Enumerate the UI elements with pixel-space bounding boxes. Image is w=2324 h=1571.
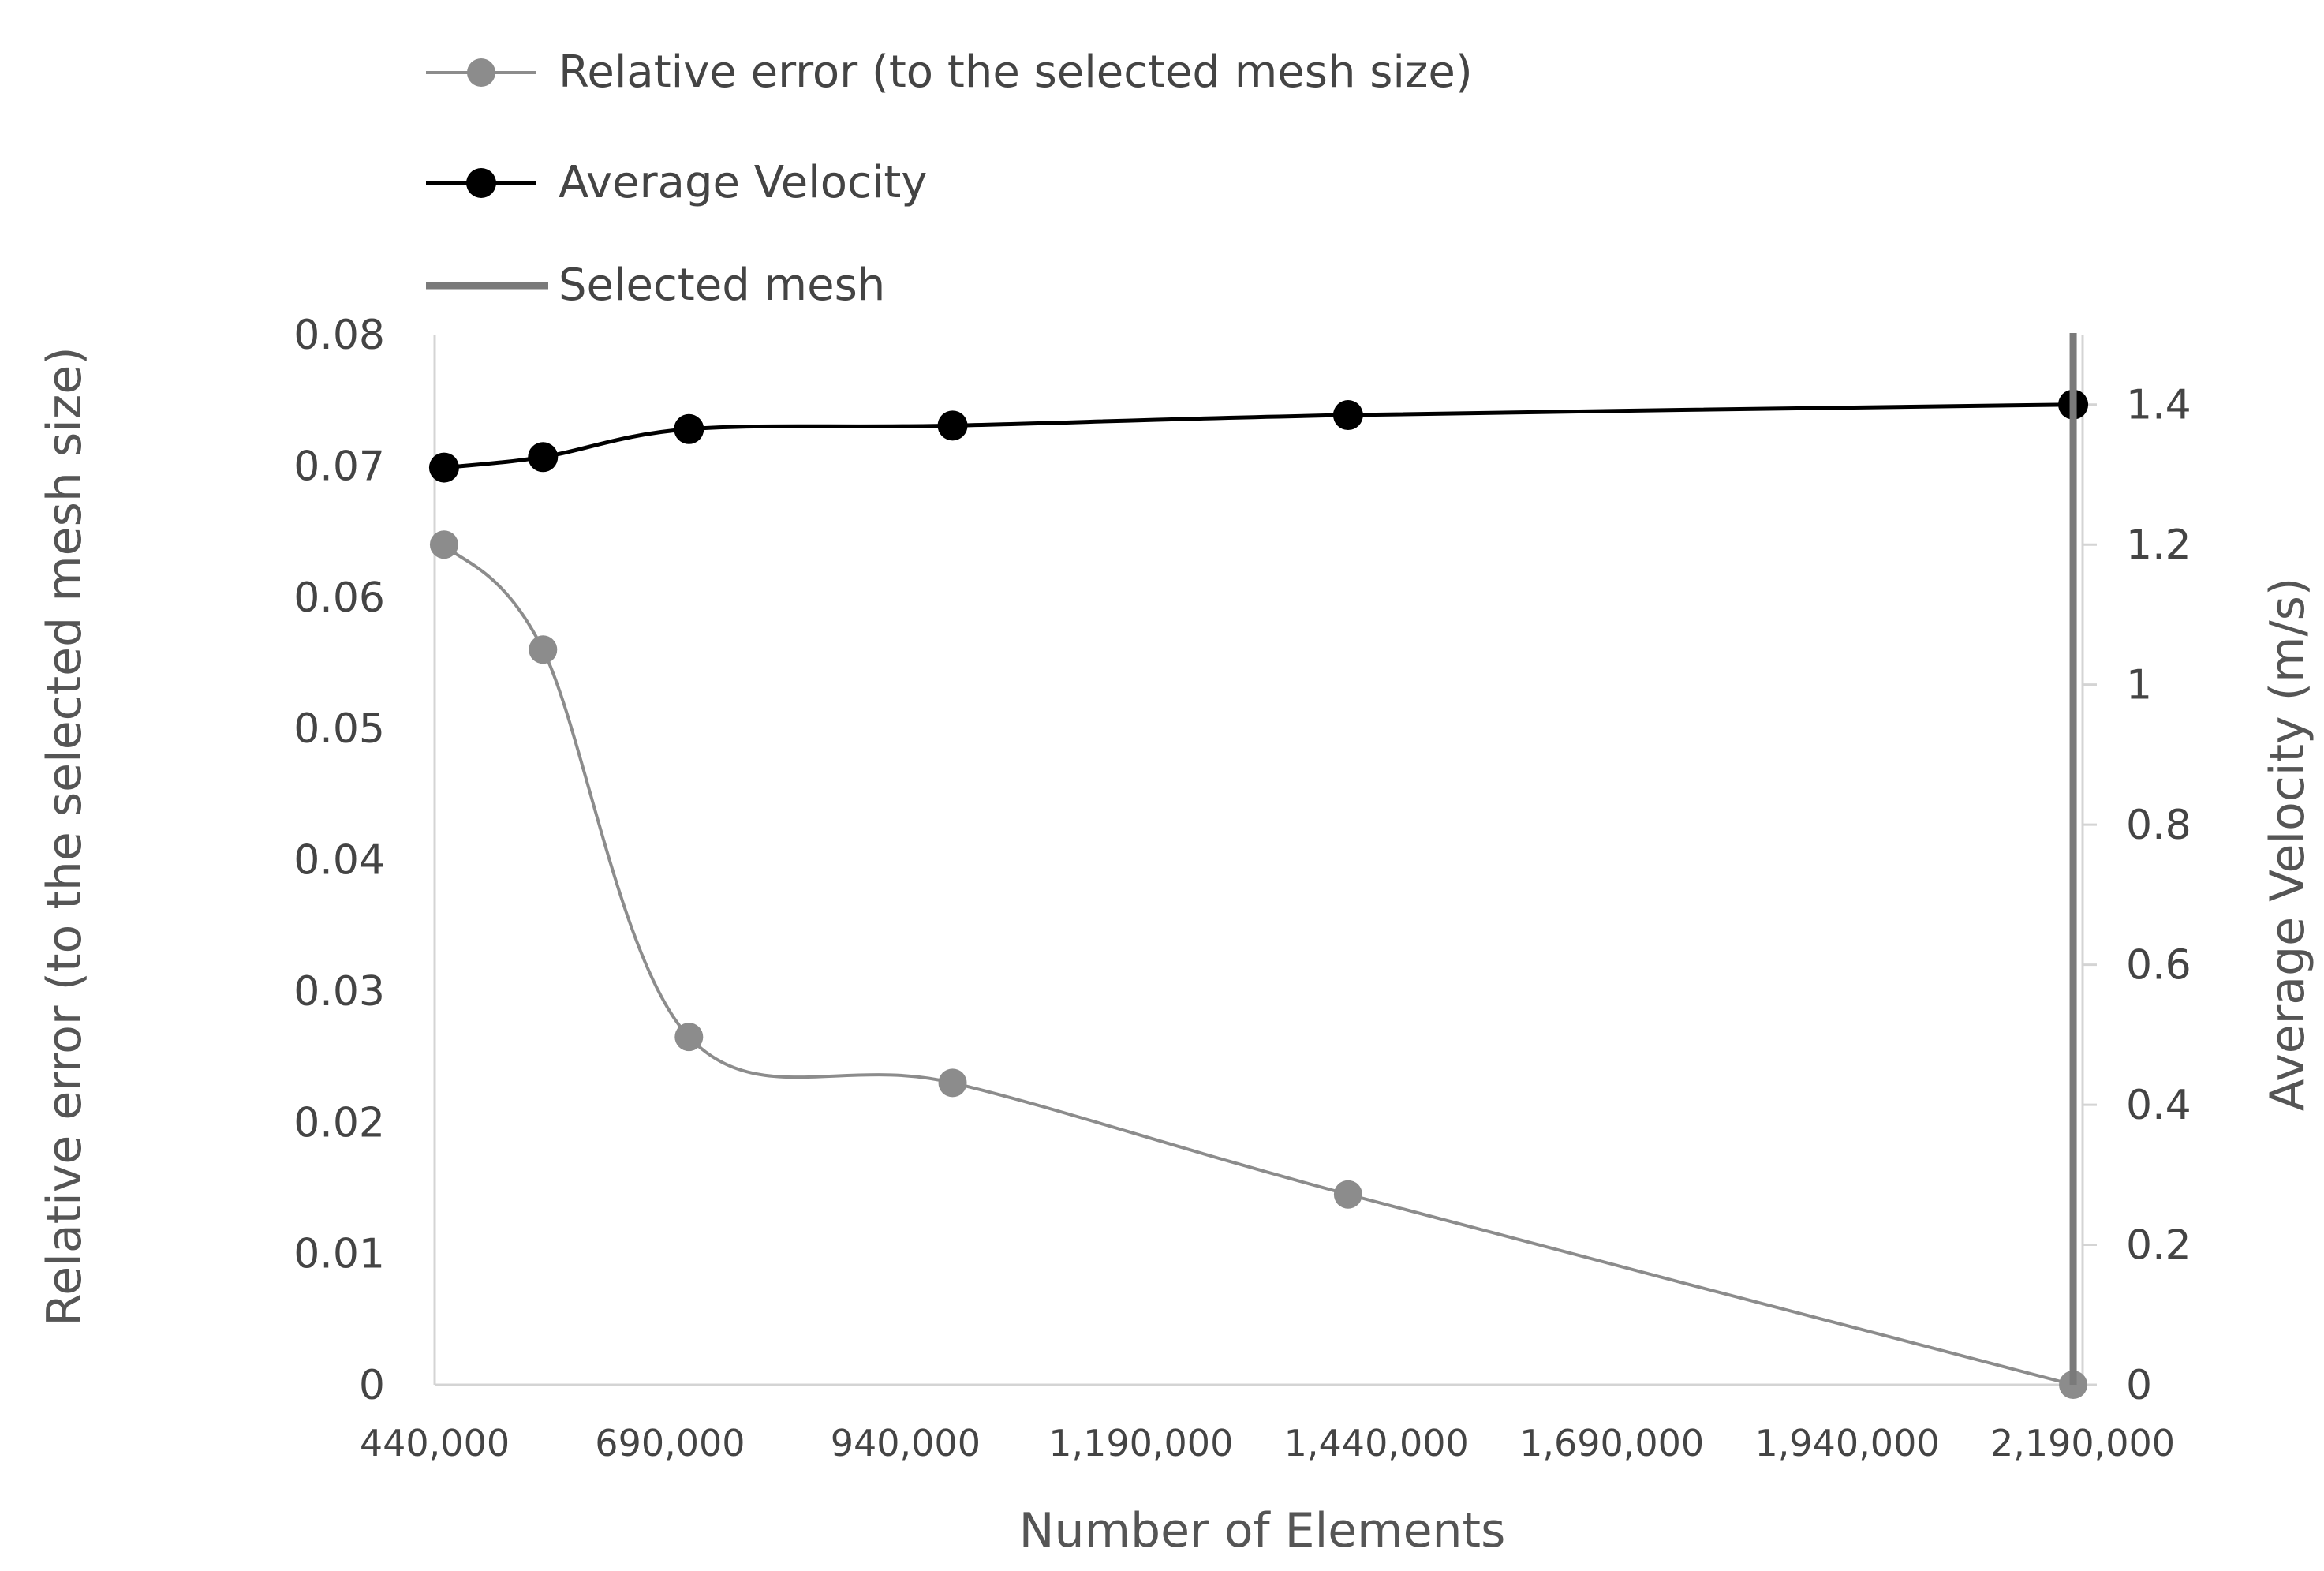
legend-item-selected-mesh: Selected mesh [426, 260, 885, 311]
y-tick-label: 0 [359, 1362, 385, 1409]
legend-item-relative-error: Relative error (to the selected mesh siz… [426, 47, 1473, 98]
legend-label-average-velocity: Average Velocity [559, 157, 927, 208]
y-tick-label: 0.08 [293, 312, 385, 359]
y-tick-label: 0.07 [293, 443, 385, 490]
x-tick-label: 940,000 [831, 1422, 981, 1464]
x-tick-label: 1,190,000 [1048, 1422, 1233, 1464]
y-axis-left-title: Relative error (to the selected mesh siz… [37, 346, 92, 1326]
y-axis-right-ticks: 0 0.2 0.4 0.6 0.8 1 1.2 1.4 [2083, 382, 2191, 1409]
y2-tick-label: 0 [2126, 1362, 2152, 1409]
legend-marker-relative-error [467, 58, 495, 87]
y-tick-label: 0.01 [293, 1231, 385, 1278]
average-velocity-point [674, 413, 704, 444]
y2-tick-label: 1.4 [2126, 382, 2191, 429]
average-velocity-point [1332, 400, 1363, 431]
y-tick-label: 0.05 [293, 705, 385, 753]
legend-label-selected-mesh: Selected mesh [559, 260, 885, 311]
x-tick-label: 440,000 [360, 1422, 510, 1464]
x-tick-label: 2,190,000 [1990, 1422, 2175, 1464]
average-velocity-point [937, 410, 968, 441]
y2-tick-label: 0.8 [2126, 802, 2191, 849]
y-tick-label: 0.03 [293, 968, 385, 1016]
y2-tick-label: 0.6 [2126, 942, 2191, 989]
legend-label-relative-error: Relative error (to the selected mesh siz… [559, 47, 1473, 98]
y-axis-left-ticks: 0 0.01 0.02 0.03 0.04 0.05 0.06 0.07 0.08 [293, 312, 385, 1409]
average-velocity-point [428, 452, 459, 483]
y-axis-right-title: Average Velocity (m/s) [2260, 578, 2315, 1112]
relative-error-point [674, 1023, 704, 1052]
series-layer [428, 389, 2089, 1399]
y2-tick-label: 1.2 [2126, 522, 2191, 569]
relative-error-point [938, 1068, 967, 1098]
x-axis-title: Number of Elements [1019, 1503, 1506, 1558]
relative-error-point [529, 635, 558, 664]
relative-error-point [1333, 1180, 1362, 1209]
x-tick-label: 690,000 [595, 1422, 745, 1464]
y-tick-label: 0.06 [293, 574, 385, 622]
relative-error-point [429, 530, 458, 559]
y2-tick-label: 0.4 [2126, 1082, 2191, 1129]
x-axis-ticks: 440,000 690,000 940,000 1,190,000 1,440,000 1… [360, 1422, 2175, 1464]
x-tick-label: 1,690,000 [1519, 1422, 1704, 1464]
legend-marker-average-velocity [466, 168, 496, 198]
x-tick-label: 1,440,000 [1284, 1422, 1469, 1464]
series-average-velocity-line [443, 402, 2074, 470]
y-tick-label: 0.04 [293, 837, 385, 885]
y-tick-label: 0.02 [293, 1099, 385, 1146]
y2-tick-label: 0.2 [2126, 1222, 2191, 1270]
y2-tick-label: 1 [2126, 662, 2152, 709]
series-relative-error-line [443, 543, 2074, 1386]
legend: Relative error (to the selected mesh siz… [426, 47, 1473, 311]
average-velocity-point [528, 442, 559, 473]
legend-item-average-velocity: Average Velocity [426, 157, 927, 208]
x-tick-label: 1,940,000 [1755, 1422, 1940, 1464]
